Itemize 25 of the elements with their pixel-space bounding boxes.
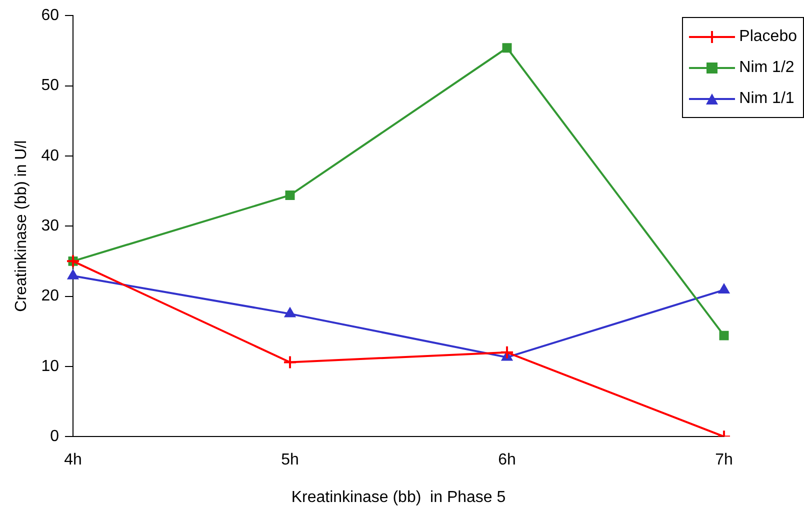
point [67, 269, 79, 280]
x-tick-label: 5h [281, 452, 299, 469]
y-tick-label: 20 [41, 288, 60, 305]
y-tick-label: 40 [41, 147, 60, 164]
y-tick-label: 30 [41, 218, 60, 235]
point [66, 254, 80, 268]
point [284, 307, 296, 318]
y-tick-label: 0 [50, 428, 60, 446]
legend-label: Nim 1/1 [739, 90, 794, 108]
x-axis-title: Kreatinkinase (bb) in Phase 5 [291, 488, 506, 506]
y-tick-label: 60 [41, 7, 60, 24]
point [719, 330, 729, 340]
point [718, 283, 730, 294]
y-tick-label: 50 [41, 77, 60, 94]
point [500, 345, 514, 360]
legend-label: Placebo [739, 28, 797, 46]
x-tick-label: 6h [498, 452, 516, 469]
y-tick-label: 10 [41, 358, 60, 375]
x-tick-label: 4h [64, 452, 82, 469]
x-tick-label: 7h [715, 452, 733, 469]
y-axis-title: Creatinkinase (bb) in U/l [13, 140, 30, 312]
legend-label: Nim 1/2 [739, 58, 794, 76]
point [285, 190, 295, 200]
point [283, 355, 297, 370]
point [502, 43, 512, 53]
